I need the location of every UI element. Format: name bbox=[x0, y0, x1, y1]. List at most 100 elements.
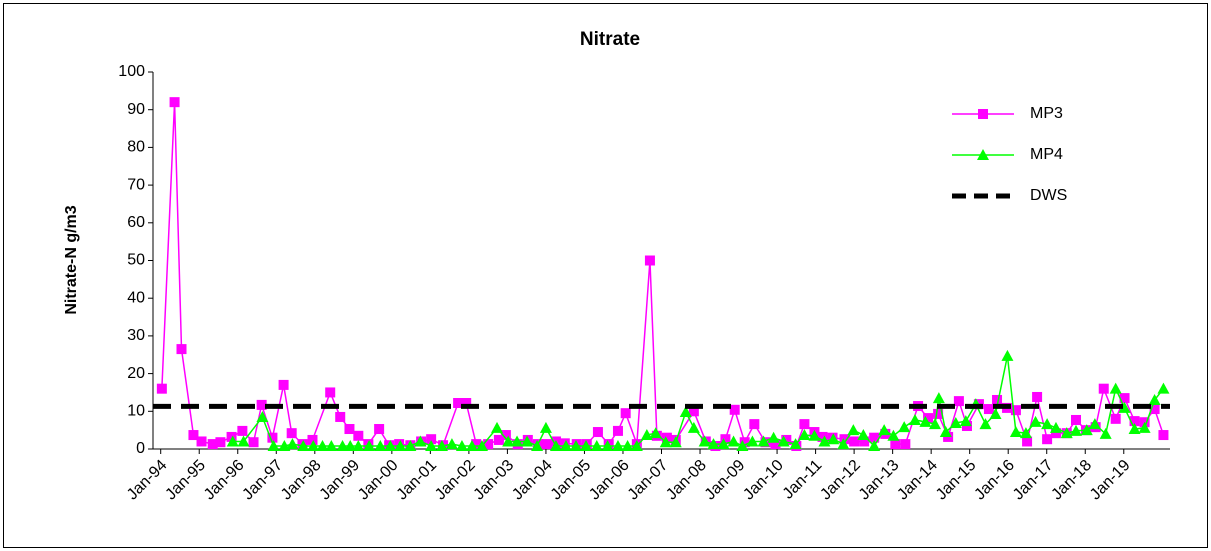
data-point bbox=[770, 439, 781, 450]
data-point bbox=[729, 404, 740, 415]
data-point bbox=[1128, 423, 1141, 435]
data-point bbox=[1099, 427, 1112, 439]
data-point bbox=[169, 97, 180, 108]
data-point bbox=[307, 439, 320, 451]
data-point bbox=[939, 426, 952, 438]
data-point bbox=[539, 421, 552, 433]
data-point bbox=[344, 439, 357, 451]
data-point bbox=[592, 427, 603, 438]
data-point bbox=[278, 379, 289, 390]
data-point bbox=[461, 398, 472, 409]
data-point bbox=[226, 435, 239, 447]
data-point bbox=[989, 407, 1002, 419]
data-point bbox=[500, 430, 511, 441]
data-point bbox=[621, 439, 634, 451]
data-point bbox=[248, 437, 259, 448]
data-point bbox=[799, 419, 810, 430]
data-point bbox=[325, 439, 338, 451]
data-point bbox=[1148, 393, 1161, 405]
data-point bbox=[491, 421, 504, 433]
data-point bbox=[878, 424, 891, 436]
data-point bbox=[335, 411, 346, 422]
data-point bbox=[849, 436, 860, 447]
data-point bbox=[1118, 401, 1131, 413]
data-point bbox=[453, 398, 464, 409]
data-point bbox=[267, 439, 280, 451]
series-line bbox=[232, 355, 1165, 448]
data-point bbox=[426, 434, 437, 445]
data-point bbox=[1022, 436, 1033, 447]
data-point bbox=[736, 439, 749, 451]
data-point bbox=[900, 439, 911, 450]
data-point bbox=[933, 408, 944, 419]
data-point bbox=[1110, 413, 1121, 424]
data-point bbox=[237, 435, 250, 447]
data-point bbox=[644, 255, 655, 266]
data-point bbox=[237, 425, 248, 436]
data-point bbox=[374, 439, 387, 451]
data-point bbox=[630, 439, 643, 451]
data-point bbox=[374, 424, 385, 435]
data-point bbox=[953, 396, 964, 407]
data-point bbox=[661, 432, 672, 443]
data-point bbox=[837, 438, 850, 450]
data-point bbox=[1098, 383, 1109, 394]
data-point bbox=[256, 399, 267, 410]
data-point bbox=[767, 431, 780, 443]
data-point bbox=[1157, 382, 1170, 394]
data-point bbox=[176, 344, 187, 355]
data-point bbox=[687, 421, 700, 433]
data-point bbox=[898, 421, 911, 433]
data-point bbox=[1149, 404, 1160, 415]
data-point bbox=[1050, 428, 1061, 439]
data-point bbox=[1001, 349, 1014, 361]
legend-marker bbox=[977, 149, 989, 160]
data-point bbox=[471, 439, 482, 450]
data-point bbox=[932, 392, 945, 404]
data-point bbox=[1019, 427, 1032, 439]
data-point bbox=[620, 408, 631, 419]
data-point bbox=[521, 435, 534, 447]
y-tick-label: 90 bbox=[127, 101, 145, 118]
data-point bbox=[817, 431, 828, 442]
data-point bbox=[455, 439, 468, 451]
data-point bbox=[286, 428, 297, 439]
data-point bbox=[336, 439, 349, 451]
data-point bbox=[869, 432, 880, 443]
data-point bbox=[1032, 391, 1043, 402]
data-point bbox=[549, 439, 562, 451]
data-point bbox=[1029, 415, 1042, 427]
data-point bbox=[929, 418, 942, 430]
data-point bbox=[542, 439, 553, 450]
data-point bbox=[353, 430, 364, 441]
data-point bbox=[394, 439, 407, 451]
legend-label: MP4 bbox=[1030, 146, 1063, 163]
data-point bbox=[1042, 434, 1053, 445]
data-point bbox=[649, 427, 662, 439]
data-point bbox=[1070, 424, 1083, 436]
data-point bbox=[215, 437, 226, 448]
data-point bbox=[857, 429, 870, 441]
data-point bbox=[949, 416, 962, 428]
data-point bbox=[196, 436, 207, 447]
data-point bbox=[1109, 382, 1122, 394]
data-point bbox=[531, 439, 544, 451]
data-point bbox=[483, 439, 494, 450]
data-point bbox=[307, 434, 318, 445]
y-tick-label: 20 bbox=[127, 365, 145, 382]
data-point bbox=[445, 438, 458, 450]
data-point bbox=[1071, 414, 1082, 425]
data-point bbox=[511, 435, 524, 447]
data-point bbox=[1138, 421, 1151, 433]
data-point bbox=[859, 436, 870, 447]
data-point bbox=[611, 439, 624, 451]
data-point bbox=[749, 419, 760, 430]
data-point bbox=[1080, 424, 1093, 436]
data-point bbox=[847, 424, 860, 436]
data-point bbox=[777, 435, 790, 447]
data-point bbox=[590, 439, 603, 451]
data-point bbox=[798, 429, 811, 441]
data-point bbox=[502, 435, 515, 447]
y-tick-label: 40 bbox=[127, 289, 145, 306]
data-point bbox=[1049, 421, 1062, 433]
